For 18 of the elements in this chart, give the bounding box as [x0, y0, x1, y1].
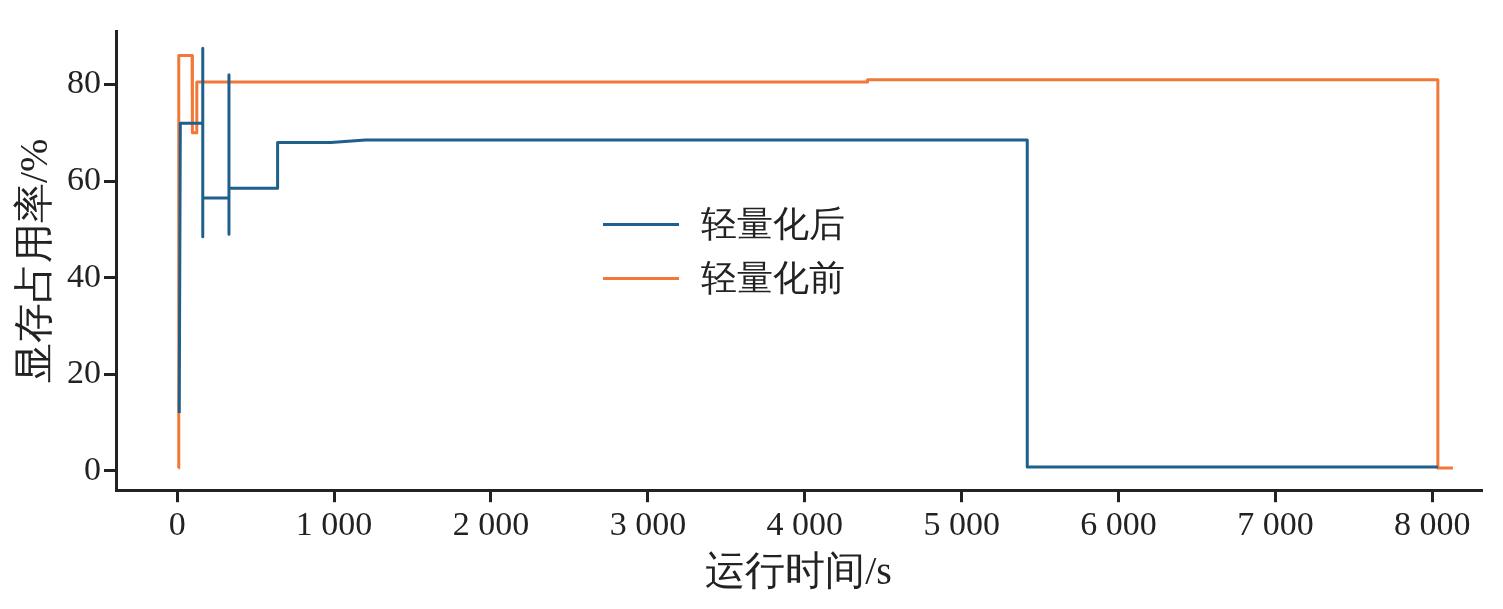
x-axis-title: 运行时间/s — [705, 547, 892, 593]
y-tick-label: 80 — [67, 63, 101, 101]
x-tick-label: 1 000 — [295, 504, 373, 542]
x-tick-label: 4 000 — [766, 504, 844, 542]
y-tick-label: 0 — [84, 449, 101, 487]
y-tick-label: 20 — [67, 353, 101, 391]
x-tick-label: 6 000 — [1080, 504, 1157, 542]
y-tick-label: 60 — [67, 160, 101, 198]
y-axis-title: 显存占用率/% — [10, 138, 56, 384]
x-tick-label: 0 — [168, 504, 186, 542]
x-tick-label: 7 000 — [1237, 504, 1314, 542]
legend-label: 轻量化前 — [700, 257, 845, 301]
x-tick-label: 8 000 — [1394, 504, 1471, 542]
x-tick-label: 5 000 — [923, 504, 1000, 542]
y-tick-label: 40 — [67, 256, 101, 294]
x-tick-label: 2 000 — [452, 504, 530, 542]
legend-label: 轻量化后 — [700, 203, 845, 247]
x-tick-label: 3 000 — [609, 504, 687, 542]
